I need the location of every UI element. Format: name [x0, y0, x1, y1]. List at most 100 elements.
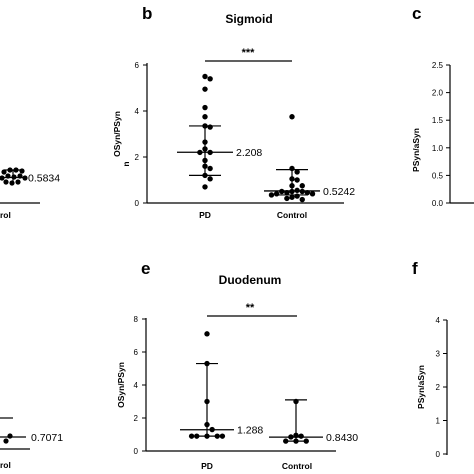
panel-e: e Duodenum 0 2 4 6 8 OSyn/PSyn PD Contro… [116, 259, 358, 471]
data-point [294, 193, 300, 199]
panel-d-point [7, 433, 13, 439]
panel-b-y-ticks: 0 2 4 6 [135, 61, 147, 208]
data-point [202, 157, 208, 164]
panel-b-y-axis-label-extra: n [121, 161, 131, 166]
panel-a-point [19, 168, 25, 174]
data-point [214, 433, 220, 439]
panel-e-letter: e [141, 259, 150, 278]
panel-a-point [9, 180, 15, 186]
data-point [289, 194, 295, 200]
data-point [268, 192, 275, 198]
data-point [202, 163, 208, 169]
data-point [309, 191, 316, 197]
median-label: 2.208 [236, 147, 262, 159]
panel-e-y-tick-label: 4 [134, 381, 139, 390]
data-point [204, 421, 210, 428]
panel-c-y-tick-label: 2.0 [432, 89, 444, 98]
data-point [204, 360, 210, 367]
data-point [298, 433, 304, 439]
panel-f-y-tick-label: 3 [436, 350, 441, 359]
panel-c-y-tick-label: 1.5 [432, 116, 444, 125]
panel-d-category-label: rol [0, 460, 11, 470]
panel-f: f 0 1 2 3 4 PSyn/aSyn [412, 259, 448, 459]
panel-b-letter: b [142, 4, 152, 23]
panel-a-point [1, 169, 7, 175]
data-point [273, 191, 280, 197]
panel-a-point [11, 174, 17, 180]
data-point [202, 73, 208, 80]
data-point [299, 183, 305, 189]
data-point [294, 177, 300, 183]
panel-b-category-label: Control [277, 210, 307, 220]
panel-c-y-ticks: 0.0 0.5 1.0 1.5 2.0 2.5 [432, 61, 450, 208]
data-point [202, 146, 208, 152]
panel-a-point [3, 179, 9, 185]
median-label: 0.5242 [323, 186, 355, 198]
data-point [204, 331, 210, 337]
panel-f-y-axis-label: PSyn/aSyn [416, 365, 426, 409]
panel-f-y-ticks: 0 1 2 3 4 [436, 316, 447, 459]
panel-c-y-tick-label: 2.5 [432, 61, 444, 70]
data-point [289, 176, 295, 182]
panel-e-y-tick-label: 8 [134, 315, 139, 324]
panel-e-y-ticks: 0 2 4 6 8 [134, 315, 146, 456]
panel-a-point [5, 173, 11, 179]
panel-a-median-label: 0.5834 [28, 173, 60, 185]
data-point [289, 183, 295, 189]
panel-a-points [0, 167, 28, 186]
panel-b-y-tick-label: 6 [135, 61, 140, 70]
panel-c-y-tick-label: 0.0 [432, 199, 444, 208]
data-point [207, 76, 213, 82]
panel-a-point [17, 173, 23, 179]
panel-c-y-tick-label: 0.5 [432, 171, 444, 180]
data-point [289, 114, 295, 120]
panel-b-title: Sigmoid [225, 12, 272, 26]
data-point [293, 398, 299, 405]
data-point [202, 172, 208, 179]
panel-f-letter: f [412, 259, 418, 278]
panel-e-y-tick-label: 6 [134, 348, 139, 357]
data-point [202, 139, 208, 145]
data-point [207, 176, 213, 182]
panel-d-median-label: 0.7071 [31, 432, 63, 444]
panel-b-y-tick-label: 4 [135, 107, 140, 116]
panel-c: c 0.0 0.5 1.0 1.5 2.0 2.5 PSyn/aSyn [411, 4, 474, 208]
data-point [207, 165, 213, 172]
data-point [202, 86, 208, 92]
panel-a-point [13, 167, 19, 173]
panel-e-category-label: PD [201, 461, 213, 471]
panel-d-point [3, 438, 9, 444]
panel-e-y-tick-label: 0 [134, 447, 139, 456]
panel-b-y-tick-label: 0 [135, 199, 140, 208]
panel-f-y-tick-label: 1 [436, 417, 441, 426]
panel-b: b Sigmoid 0 2 4 6 OSyn/PSyn n PD Control… [112, 4, 355, 220]
panel-b-significance-label: *** [242, 47, 256, 59]
panel-c-y-axis-label: PSyn/aSyn [411, 128, 421, 172]
panel-f-y-tick-label: 2 [436, 383, 441, 392]
panel-a-point [22, 175, 28, 181]
data-point [294, 169, 300, 175]
median-label: 1.288 [237, 425, 263, 437]
panel-e-marks: 1.288 0.8430 [180, 331, 358, 444]
data-point [207, 124, 213, 130]
panel-e-category-label: Control [282, 461, 312, 471]
panel-f-y-tick-label: 4 [436, 316, 441, 325]
panel-b-y-axis-label: OSyn/PSyn [112, 111, 122, 157]
panel-a-point [7, 167, 13, 173]
data-point [204, 433, 210, 439]
data-point [188, 433, 195, 439]
median-label: 0.8430 [326, 432, 358, 444]
panel-e-significance-label: ** [246, 302, 255, 314]
panel-e-y-axis-label: OSyn/PSyn [116, 362, 126, 408]
panel-d: 0.7071 rol [0, 417, 63, 470]
data-point [219, 433, 226, 439]
data-point [202, 104, 208, 111]
data-point [299, 196, 305, 203]
panel-f-y-tick-label: 0 [436, 450, 441, 459]
data-point [202, 184, 208, 190]
panel-b-category-label: PD [199, 210, 211, 220]
panel-a-point [15, 179, 21, 185]
data-point [202, 114, 208, 120]
panel-a: 0.5834 rol [0, 167, 60, 220]
